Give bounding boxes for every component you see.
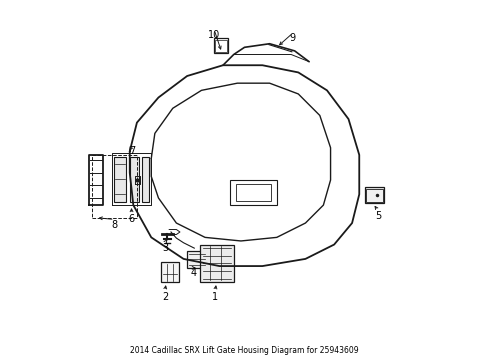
Bar	[161, 262, 178, 282]
Bar	[235, 184, 271, 201]
Bar	[230, 180, 276, 205]
Bar	[142, 157, 149, 202]
Bar	[113, 157, 126, 202]
Text: 7: 7	[129, 145, 136, 156]
Bar	[214, 39, 228, 53]
Bar	[187, 251, 206, 268]
Text: 3: 3	[162, 243, 167, 253]
Text: 10: 10	[207, 30, 220, 40]
Text: 2014 Cadillac SRX Lift Gate Housing Diagram for 25943609: 2014 Cadillac SRX Lift Gate Housing Diag…	[130, 346, 358, 355]
Text: 5: 5	[374, 211, 380, 221]
Text: 2: 2	[162, 292, 168, 302]
Text: 4: 4	[190, 268, 196, 278]
Text: 9: 9	[289, 33, 295, 43]
Text: 8: 8	[111, 220, 118, 230]
Bar	[364, 187, 384, 203]
Text: 6: 6	[128, 215, 134, 224]
Bar	[199, 244, 233, 282]
Bar	[366, 189, 382, 202]
Bar	[129, 157, 139, 202]
Bar	[215, 40, 226, 51]
Text: 1: 1	[212, 292, 218, 302]
